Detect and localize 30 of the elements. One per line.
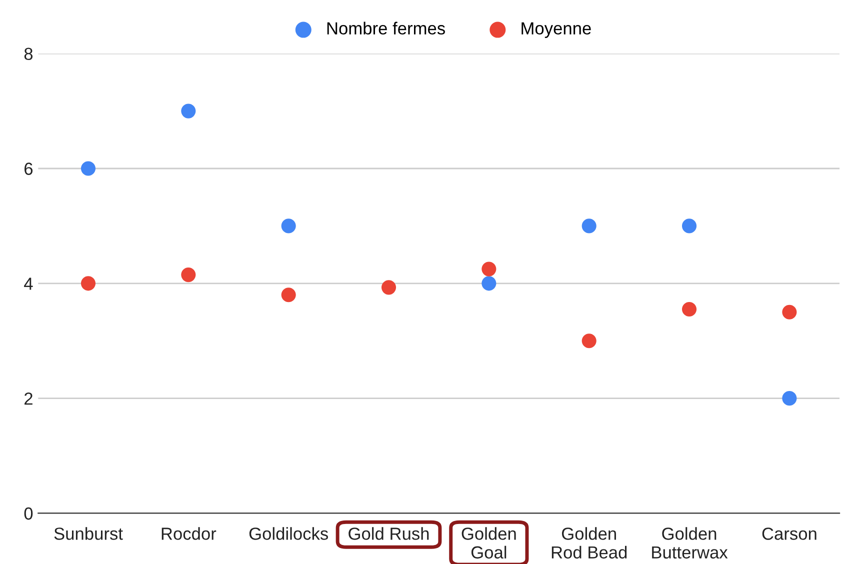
- x-tick-label: Carson: [762, 528, 816, 540]
- x-tick-label: Goldilocks: [249, 527, 328, 540]
- point: [80, 161, 96, 176]
- y-tick-label: 2: [24, 392, 32, 405]
- x-tick-label: Sunburst: [54, 527, 123, 540]
- x-tick-label: Golden Butterwax: [652, 527, 728, 559]
- point: [582, 218, 596, 234]
- point: [482, 276, 496, 291]
- point: [181, 104, 196, 118]
- y-tick-label: 8: [24, 48, 33, 60]
- legend-label: Nombre fermes: [327, 22, 445, 35]
- x-tick-label: Golden Goal: [462, 527, 516, 559]
- x-tick-label: Rocdor: [162, 527, 216, 540]
- point: [80, 276, 96, 291]
- point: [281, 288, 296, 302]
- legend-label: Moyenne: [522, 22, 591, 38]
- y-tick-label: 4: [24, 278, 33, 290]
- point: [281, 218, 296, 234]
- point: [682, 302, 697, 317]
- point: [582, 334, 596, 348]
- point: [181, 268, 196, 282]
- point: [782, 304, 797, 320]
- x-tick-label: Golden Rod Bead: [552, 527, 627, 559]
- point: [381, 280, 396, 295]
- y-tick-label: 6: [24, 162, 33, 175]
- x-tick-label: Gold Rush: [348, 527, 429, 540]
- point: [782, 391, 797, 406]
- point: [682, 218, 697, 234]
- y-tick-label: 0: [24, 507, 33, 520]
- point: [482, 262, 496, 276]
